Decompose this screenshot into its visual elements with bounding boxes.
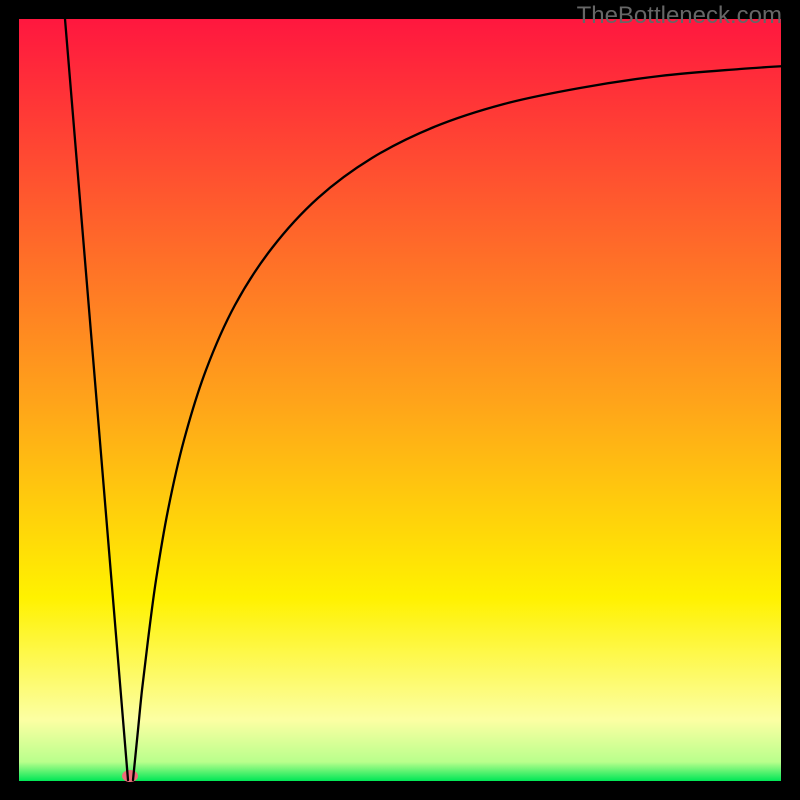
curve-left-branch — [65, 19, 128, 780]
minimum-marker — [122, 770, 138, 782]
watermark-text: TheBottleneck.com — [577, 2, 782, 30]
bottleneck-chart: TheBottleneck.com — [0, 0, 800, 800]
curve-layer — [0, 0, 800, 800]
curve-right-branch — [133, 65, 800, 780]
